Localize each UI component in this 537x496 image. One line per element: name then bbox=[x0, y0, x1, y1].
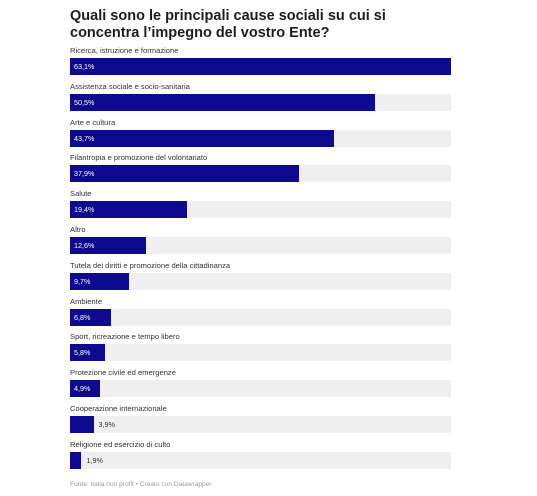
bar-row: Religione ed esercizio di culto 1,9% bbox=[70, 440, 452, 476]
value-label: 43,7% bbox=[74, 133, 95, 143]
value-label: 9,7% bbox=[74, 276, 91, 286]
bar-row: Altro 12,6% bbox=[70, 225, 452, 261]
category-label: Sport, ricreazione e tempo libero bbox=[70, 332, 180, 342]
bar bbox=[70, 308, 112, 326]
bar bbox=[70, 129, 334, 147]
chart-title: Quali sono le principali cause sociali s… bbox=[70, 8, 386, 41]
value-label: 4,9% bbox=[74, 384, 91, 394]
bar bbox=[70, 201, 188, 219]
bar bbox=[70, 344, 106, 362]
bar-track: 12,6% bbox=[70, 236, 451, 254]
bar-row: Cooperazione internazionale 3,9% bbox=[70, 404, 452, 440]
bar-track: 3,9% bbox=[70, 415, 451, 433]
value-label: 19,4% bbox=[74, 205, 95, 215]
category-label: Religione ed esercizio di culto bbox=[70, 439, 171, 449]
bar-row: Ricerca, istruzione e formazione 63,1% bbox=[70, 46, 452, 82]
value-label: 12,6% bbox=[74, 240, 95, 250]
bar-track: 5,8% bbox=[70, 344, 451, 362]
category-label: Tutela dei diritti e promozione della ci… bbox=[70, 260, 231, 270]
bar-track: 4,9% bbox=[70, 380, 451, 398]
value-label: 5,8% bbox=[74, 348, 91, 358]
bar-track: 43,7% bbox=[70, 129, 451, 147]
value-label: 37,9% bbox=[74, 169, 95, 179]
bar-track: 9,7% bbox=[70, 272, 451, 290]
value-label: 6,8% bbox=[74, 312, 91, 322]
category-label: Assistenza sociale e socio-sanitaria bbox=[70, 81, 190, 91]
category-label: Cooperazione internazionale bbox=[70, 403, 167, 413]
bar-row: Assistenza sociale e socio-sanitaria 50,5… bbox=[70, 82, 452, 118]
value-label: 1,9% bbox=[86, 455, 103, 465]
bar-row: Sport, ricreazione e tempo libero 5,8% bbox=[70, 332, 452, 368]
bar bbox=[70, 58, 451, 75]
bar-track: 37,9% bbox=[70, 165, 451, 183]
source-footer: Fonte: Italia non profit • Creato con Da… bbox=[70, 481, 212, 488]
category-label: Protezione civile ed emergenze bbox=[70, 368, 176, 378]
category-label: Arte e cultura bbox=[70, 117, 116, 127]
bar bbox=[70, 93, 375, 111]
bar-row: Salute 19,4% bbox=[70, 189, 452, 225]
category-label: Ambiente bbox=[70, 296, 103, 306]
bar-track: 1,9% bbox=[70, 451, 451, 469]
bar bbox=[70, 415, 94, 433]
bar-row: Tutela dei diritti e promozione della ci… bbox=[70, 261, 452, 297]
category-label: Ricerca, istruzione e formazione bbox=[70, 46, 179, 55]
value-label: 3,9% bbox=[98, 419, 115, 429]
bar bbox=[70, 236, 147, 254]
chart: Quali sono le principali cause sociali s… bbox=[70, 8, 452, 476]
bar-track: 6,8% bbox=[70, 308, 451, 326]
value-label: 50,5% bbox=[74, 97, 95, 107]
value-label: 63,1% bbox=[74, 62, 95, 71]
bar-row: Filantropia e promozione del volontariat… bbox=[70, 153, 452, 189]
bar bbox=[70, 451, 82, 469]
category-label: Altro bbox=[70, 224, 86, 234]
bar-row: Protezione civile ed emergenze 4,9% bbox=[70, 368, 452, 404]
bar-track: 50,5% bbox=[70, 93, 451, 111]
bar-row: Ambiente 6,8% bbox=[70, 297, 452, 333]
category-label: Filantropia e promozione del volontariat… bbox=[70, 153, 208, 163]
bar-track: 19,4% bbox=[70, 201, 451, 219]
bar-track: 63,1% bbox=[70, 58, 451, 75]
bar bbox=[70, 272, 129, 290]
category-label: Salute bbox=[70, 189, 92, 199]
bar bbox=[70, 165, 299, 183]
bar-rows: Ricerca, istruzione e formazione 63,1% Ass… bbox=[70, 46, 452, 476]
bar-row: Arte e cultura 43,7% bbox=[70, 118, 452, 154]
bar bbox=[70, 380, 100, 398]
